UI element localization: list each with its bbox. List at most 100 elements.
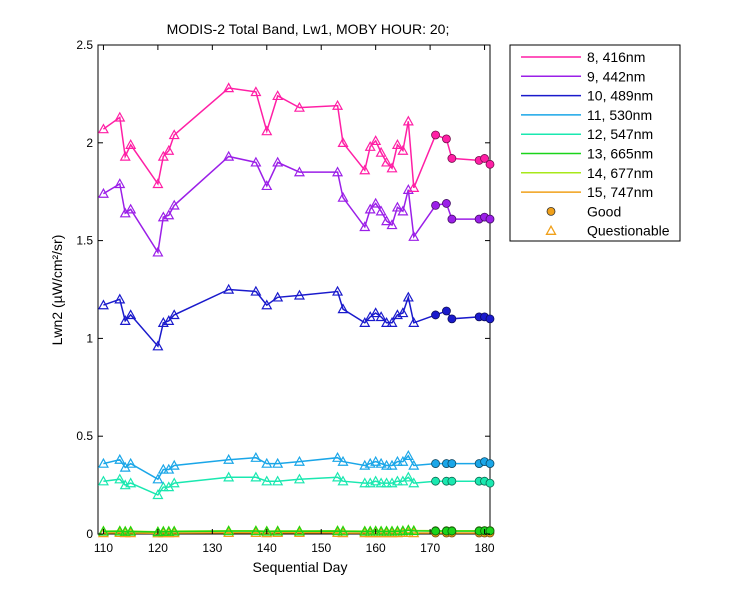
good-point — [431, 310, 440, 320]
questionable-point — [272, 527, 284, 538]
questionable-point — [250, 156, 262, 167]
questionable-point — [408, 230, 420, 241]
questionable-point — [364, 140, 376, 151]
questionable-point — [261, 457, 273, 468]
questionable-point — [397, 455, 409, 466]
questionable-point — [250, 86, 262, 97]
questionable-point — [293, 101, 305, 112]
questionable-point — [375, 205, 387, 216]
questionable-point — [97, 525, 109, 536]
questionable-point — [125, 139, 137, 149]
x-axis-ticks: 110 120 130 140 150 160 170 180 — [94, 45, 495, 555]
questionable-point — [168, 477, 180, 488]
questionable-point — [114, 178, 126, 189]
good-point — [485, 478, 495, 488]
questionable-point — [223, 453, 235, 464]
questionable-point — [272, 291, 284, 302]
questionable-point — [359, 221, 371, 232]
questionable-point — [402, 450, 414, 460]
questionable-point — [332, 99, 344, 110]
questionable-point — [337, 137, 349, 147]
questionable-point — [370, 197, 382, 208]
questionable-point — [157, 150, 169, 161]
questionable-point — [408, 317, 420, 327]
questionable-point — [386, 219, 398, 230]
good-point — [485, 314, 495, 324]
good-point — [447, 154, 457, 163]
questionable-point — [359, 164, 371, 175]
questionable-point — [163, 525, 175, 536]
questionable-point — [332, 525, 344, 536]
questionable-point — [408, 477, 420, 488]
questionable-point — [152, 178, 164, 189]
questionable-point — [114, 453, 126, 464]
good-point — [480, 154, 489, 163]
questionable-point — [402, 115, 414, 126]
questionable-point — [261, 125, 273, 136]
questionable-point — [402, 524, 414, 535]
questionable-point — [397, 144, 409, 155]
questionable-point — [337, 191, 349, 202]
x-tick-label: 150 — [311, 541, 331, 555]
legend-questionable-marker — [545, 224, 557, 235]
good-point — [442, 134, 451, 144]
questionable-point — [293, 289, 305, 300]
plot-marks — [97, 82, 495, 538]
questionable-point — [381, 215, 393, 226]
questionable-point — [125, 309, 137, 320]
questionable-point — [386, 162, 398, 173]
legend-label: 9, 442nm — [587, 68, 645, 84]
questionable-point — [397, 205, 409, 216]
questionable-point — [125, 203, 137, 214]
questionable-point — [168, 525, 180, 536]
questionable-point — [408, 182, 420, 192]
y-tick-label: 2.5 — [76, 38, 93, 52]
legend-label: Good — [587, 203, 621, 219]
questionable-point — [370, 525, 382, 536]
legend: 8, 416nm 9, 442nm 10, 489nm 11, 530nm 12, 54… — [521, 49, 670, 239]
questionable-point — [250, 285, 262, 296]
questionable-point — [402, 471, 414, 482]
questionable-point — [293, 166, 305, 177]
questionable-point — [125, 477, 137, 488]
questionable-point — [370, 135, 382, 146]
questionable-point — [408, 459, 420, 470]
questionable-point — [381, 525, 393, 536]
questionable-point — [157, 481, 169, 492]
legend-label: 8, 416nm — [587, 49, 645, 65]
questionable-point — [97, 457, 109, 468]
good-point — [442, 306, 451, 316]
questionable-point — [381, 156, 393, 167]
questionable-point — [97, 527, 109, 538]
chart-title: MODIS-2 Total Band, Lw1, MOBY HOUR: 20; — [167, 21, 450, 37]
questionable-point — [250, 471, 262, 482]
questionable-point — [97, 475, 109, 486]
questionable-point — [152, 246, 164, 257]
questionable-point — [261, 525, 273, 536]
x-axis-label: Sequential Day — [253, 559, 348, 575]
questionable-point — [250, 525, 262, 536]
questionable-point — [332, 166, 344, 177]
questionable-point — [168, 459, 180, 470]
questionable-point — [119, 150, 131, 161]
questionable-point — [223, 527, 235, 538]
questionable-point — [381, 477, 393, 488]
questionable-point — [152, 340, 164, 351]
questionable-point — [152, 489, 164, 500]
good-point — [447, 526, 457, 536]
questionable-point — [391, 525, 403, 536]
questionable-point — [152, 473, 164, 484]
good-point — [431, 476, 440, 486]
questionable-point — [359, 525, 371, 536]
questionable-point — [261, 527, 273, 538]
x-tick-label: 110 — [94, 541, 113, 555]
questionable-point — [391, 475, 403, 486]
legend-label: 11, 530nm — [587, 107, 652, 123]
questionable-point — [119, 315, 131, 325]
questionable-point — [168, 309, 180, 320]
questionable-point — [261, 180, 273, 191]
questionable-point — [223, 525, 235, 536]
questionable-point — [386, 317, 398, 327]
good-point — [442, 199, 451, 208]
